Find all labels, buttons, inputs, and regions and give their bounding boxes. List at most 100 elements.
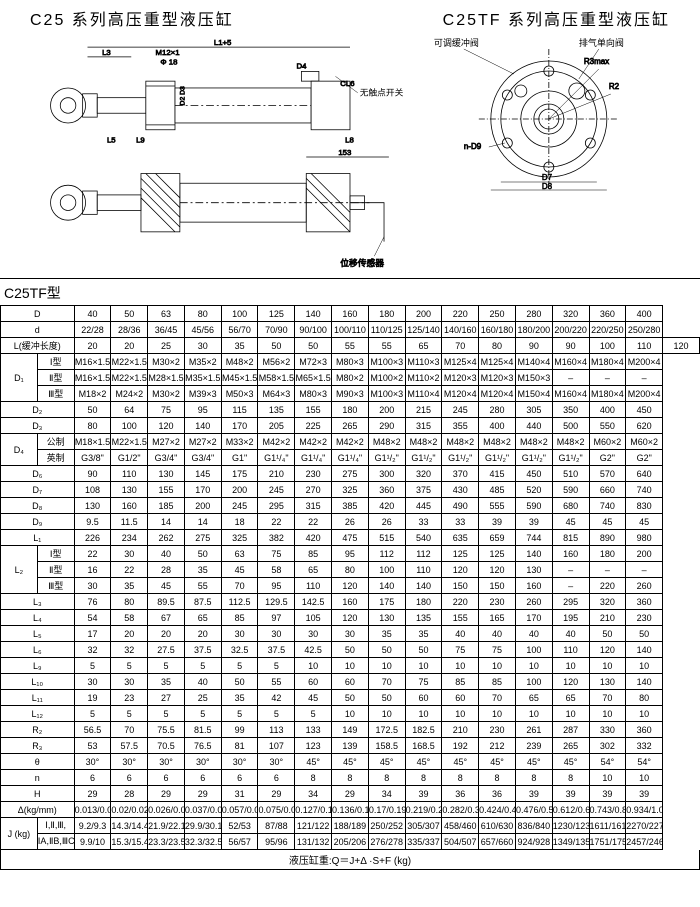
cell: 210 — [589, 610, 626, 626]
cell: 295 — [552, 594, 589, 610]
row-label: D₇ — [1, 482, 75, 498]
cell: 212 — [479, 738, 516, 754]
cell: M150×4 — [515, 386, 552, 402]
cell: M16×1.5 — [74, 354, 111, 370]
cell: 76.5 — [184, 738, 221, 754]
cell: 0.743/0.829 — [589, 802, 626, 818]
cell: 40 — [148, 546, 185, 562]
cell: 239 — [515, 738, 552, 754]
cell: 6 — [111, 770, 148, 786]
cell: M33×2 — [221, 434, 258, 450]
cell: 16 — [74, 562, 111, 578]
cell: 10 — [626, 658, 663, 674]
cell: 5 — [74, 706, 111, 722]
cell: 56.5 — [74, 722, 111, 738]
cell: 10 — [589, 658, 626, 674]
row-label: L₉ — [1, 658, 75, 674]
cell: 261 — [515, 722, 552, 738]
cell: 15.3/15.4 — [111, 834, 148, 850]
cell: 75 — [479, 642, 516, 658]
cell: M35×2 — [184, 354, 221, 370]
cell: 22 — [258, 514, 295, 530]
cell: 335/337 — [405, 834, 442, 850]
cell: 160 — [515, 578, 552, 594]
cell: 100 — [368, 562, 405, 578]
cell: 75 — [258, 546, 295, 562]
cell: 10 — [515, 658, 552, 674]
cell: 250/252 — [368, 818, 405, 834]
cell: G1¹/₄" — [258, 450, 295, 466]
cell: 100 — [221, 306, 258, 322]
cell: 50 — [74, 402, 111, 418]
cell: M39×3 — [184, 386, 221, 402]
cell: 245 — [221, 498, 258, 514]
cell: 205 — [258, 418, 295, 434]
cell: 8 — [405, 770, 442, 786]
cell: 17 — [74, 626, 111, 642]
cell: 180 — [368, 306, 405, 322]
cell: 140 — [626, 642, 663, 658]
cell: 75.5 — [148, 722, 185, 738]
cell: M125×4 — [479, 354, 516, 370]
cell: 540 — [405, 530, 442, 546]
cell: 10 — [332, 658, 369, 674]
row-label: L₅ — [1, 626, 75, 642]
cell: 30 — [184, 338, 221, 354]
cell: 0.424/0.466 — [479, 802, 516, 818]
cell: 10 — [332, 706, 369, 722]
cell: 14 — [148, 514, 185, 530]
weight-formula: 液压缸重:Q＝J+Δ ·S+F (kg) — [0, 850, 700, 870]
svg-text:153: 153 — [338, 148, 351, 157]
cell: 200/220 — [552, 322, 589, 338]
cell: 45° — [479, 754, 516, 770]
cell: M160×4 — [552, 354, 589, 370]
cell: 315 — [295, 498, 332, 514]
cell: 53 — [74, 738, 111, 754]
cell: 744 — [515, 530, 552, 546]
cell: 250 — [479, 306, 516, 322]
cell: 245 — [258, 482, 295, 498]
cell: 110 — [111, 466, 148, 482]
cell: 10 — [442, 706, 479, 722]
cell: 21.9/22.1 — [148, 818, 185, 834]
cell: 5 — [184, 706, 221, 722]
cell: 57.5 — [111, 738, 148, 754]
cell: 320 — [589, 594, 626, 610]
cell: 175 — [368, 594, 405, 610]
cell: 76 — [74, 594, 111, 610]
cell: 130 — [589, 674, 626, 690]
cell: 31 — [221, 786, 258, 802]
cell: 10 — [589, 770, 626, 786]
svg-text:Φ 18: Φ 18 — [160, 58, 177, 67]
cell: – — [589, 562, 626, 578]
cell: 155 — [148, 482, 185, 498]
cell: 25 — [184, 690, 221, 706]
cell: G3/8" — [74, 450, 111, 466]
cell: 280 — [515, 306, 552, 322]
cell: 8 — [295, 770, 332, 786]
spec-table: D405063801001251401601802002202502803203… — [0, 305, 700, 850]
cell: 45° — [552, 754, 589, 770]
cell: 50 — [332, 690, 369, 706]
cell: 230 — [626, 610, 663, 626]
cell: 65 — [405, 338, 442, 354]
title-right: C25TF 系列高压重型液压缸 — [443, 6, 670, 30]
row-sub-label: 英制 — [37, 450, 74, 466]
svg-text:可调缓冲阀: 可调缓冲阀 — [434, 37, 479, 48]
cell: M60×2 — [626, 434, 663, 450]
row-label: L(缓冲长度) — [1, 338, 75, 354]
cell: – — [626, 370, 663, 386]
cell: 160 — [332, 594, 369, 610]
cell: 0.219/0.244 — [405, 802, 442, 818]
cell: 120 — [148, 418, 185, 434]
svg-text:D2 D3: D2 D3 — [180, 86, 187, 105]
cell: 740 — [589, 498, 626, 514]
cell: 60 — [332, 674, 369, 690]
cell: M72×3 — [295, 354, 332, 370]
cell: 290 — [368, 418, 405, 434]
cell: 40 — [442, 626, 479, 642]
cell: 100 — [111, 418, 148, 434]
cell: 200 — [626, 546, 663, 562]
cell: 36/45 — [148, 322, 185, 338]
cell: 37.5 — [184, 642, 221, 658]
